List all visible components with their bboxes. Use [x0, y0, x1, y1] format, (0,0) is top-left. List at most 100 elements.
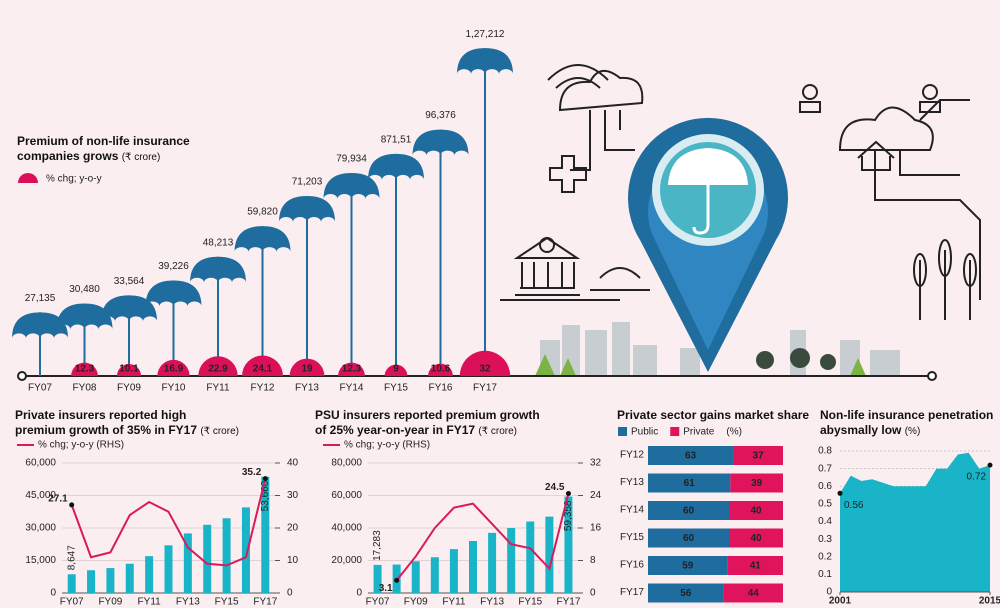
line-point: [262, 476, 268, 482]
y-tick-label: 20,000: [331, 555, 362, 566]
umbrella: [145, 280, 202, 307]
x-tick-label: FY10: [162, 383, 186, 394]
bar: [145, 556, 154, 593]
title: Premium of non-life insurance companies …: [17, 134, 190, 163]
bar-value-label: 60: [683, 533, 695, 544]
umbrella: [101, 295, 157, 322]
growth-label: 24.1: [253, 364, 273, 375]
y-tick-label: FY14: [620, 505, 644, 516]
bar: [106, 568, 115, 593]
umbrella: [412, 129, 469, 156]
y-tick-label: 0.8: [818, 446, 832, 457]
growth-label: 22.9: [208, 364, 228, 375]
growth-circle: [384, 364, 408, 376]
bar: [564, 496, 573, 593]
x-tick-label: FY11: [206, 383, 230, 394]
y2-tick-label: 16: [590, 523, 602, 534]
bar-value-label: 41: [750, 561, 762, 572]
line-point: [394, 577, 400, 583]
chart-title: Private insurers reported high premium g…: [15, 408, 240, 439]
bar: [411, 561, 420, 593]
value-label: 30,480: [69, 284, 100, 295]
y-tick-label: 0: [356, 588, 362, 599]
line-value-label: 27.1: [48, 494, 68, 505]
y2-tick-label: 30: [287, 490, 299, 501]
chart-title: Non-life insurance penetration abysmally…: [820, 408, 998, 439]
bar-value-label: 59,358: [563, 500, 574, 531]
x-tick-label: FY15: [384, 383, 408, 394]
bar: [469, 541, 477, 593]
bar-value-label: 39: [751, 478, 763, 489]
bar: [449, 549, 458, 593]
growth-circle: [289, 358, 325, 376]
value-label: 1,27,212: [466, 29, 505, 40]
point: [987, 462, 993, 468]
x-tick-label: FY07: [366, 597, 390, 608]
y-tick-label: 15,000: [25, 555, 56, 566]
bar: [430, 557, 439, 593]
location-pin: [628, 117, 788, 372]
y2-tick-label: 24: [590, 490, 602, 501]
bar-value-label: 40: [750, 533, 762, 544]
line-point: [69, 502, 75, 508]
bar: [203, 524, 212, 593]
x-tick-label: FY17: [253, 597, 277, 608]
growth-label: 10.1: [119, 364, 139, 375]
bar: [164, 545, 173, 593]
value-label: 33,564: [114, 276, 145, 287]
title: Private sector gains market share: [617, 408, 810, 422]
legend-label: Private: [683, 427, 715, 438]
x-tick-label: FY17: [557, 597, 581, 608]
line: [70, 478, 267, 567]
x-tick-label: FY17: [473, 383, 497, 394]
bar: [222, 518, 231, 593]
x-tick-label: FY07: [28, 383, 52, 394]
value-label: 39,226: [158, 261, 189, 272]
y-tick-label: 0.6: [818, 481, 832, 492]
bar: [125, 563, 134, 593]
growth-circle: [157, 359, 190, 376]
growth-circle: [242, 355, 283, 376]
x-tick-label: 2001: [829, 596, 852, 607]
y2-tick-label: 0: [287, 588, 293, 599]
chart-title: Premium of non-life insurance companies …: [17, 134, 197, 165]
title: Private insurers reported high premium g…: [15, 408, 198, 437]
bar-value-label: 59: [682, 561, 694, 572]
y2-tick-label: 10: [287, 555, 299, 566]
y-tick-label: FY12: [620, 450, 644, 461]
x-tick-label: FY09: [404, 597, 428, 608]
chart-title: PSU insurers reported premium growth of …: [315, 408, 550, 439]
y-tick-label: 0.3: [818, 534, 832, 545]
bar-segment: [729, 528, 783, 548]
bar-value-label: 61: [684, 478, 696, 489]
umbrella: [12, 312, 68, 339]
x-tick-label: FY12: [251, 383, 275, 394]
value-label: 0.56: [844, 500, 864, 511]
growth-circle: [428, 363, 453, 376]
legend-label: Public: [631, 427, 658, 438]
y-tick-label: 40,000: [331, 523, 362, 534]
chart-title: Private sector gains market share: [617, 408, 817, 423]
bar-segment: [648, 473, 731, 493]
bar-value-label: 17,283: [372, 530, 383, 561]
bar: [526, 521, 535, 593]
value-label: 96,376: [425, 110, 456, 121]
bar: [373, 564, 382, 593]
bar-segment: [648, 556, 728, 575]
bar-value-label: 8,647: [66, 545, 77, 570]
line-point: [565, 490, 571, 496]
x-tick-label: FY15: [518, 597, 542, 608]
bar-segment: [730, 473, 783, 493]
unit: (%): [904, 426, 921, 437]
value-label: 71,203: [292, 177, 323, 188]
umbrella: [234, 226, 291, 253]
line-value-label: 3.1: [379, 583, 393, 594]
bar: [241, 507, 250, 593]
value-label: 0.72: [967, 472, 987, 483]
bar-segment: [648, 583, 724, 603]
x-tick-label: 2015: [979, 596, 1000, 607]
y-tick-label: FY13: [620, 477, 644, 488]
growth-label: 12.3: [75, 364, 95, 375]
